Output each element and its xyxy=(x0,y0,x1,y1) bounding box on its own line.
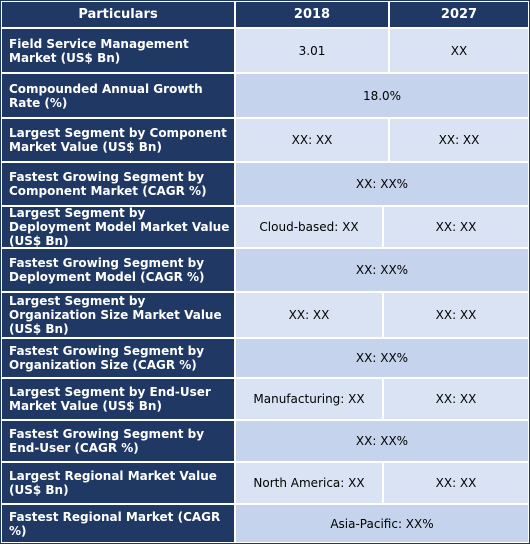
header-particulars: Particulars xyxy=(1,1,235,28)
cell-fastest-org-size-merged: XX: XX% xyxy=(235,338,529,378)
cell-fastest-end-user-merged: XX: XX% xyxy=(235,420,529,462)
cell-fastest-component-merged: XX: XX% xyxy=(235,162,529,206)
row-label-fastest-org-size: Fastest Growing Segment by Organization … xyxy=(1,338,235,378)
cell-largest-component-2018: XX: XX xyxy=(235,118,389,162)
row-label-cagr: Compounded Annual Growth Rate (%) xyxy=(1,73,235,118)
row-label-largest-deployment: Largest Segment by Deployment Model Mark… xyxy=(1,206,235,248)
header-year-2027: 2027 xyxy=(389,1,529,28)
cell-fastest-deployment-merged: XX: XX% xyxy=(235,248,529,292)
cell-largest-deployment-2027: XX: XX xyxy=(383,206,529,248)
cell-largest-region-2027: XX: XX xyxy=(383,462,529,504)
row-label-largest-region: Largest Regional Market Value (US$ Bn) xyxy=(1,462,235,504)
cell-largest-end-user-2018: Manufacturing: XX xyxy=(235,378,383,420)
row-label-fastest-region: Fastest Regional Market (CAGR %) xyxy=(1,504,235,543)
row-label-fastest-deployment: Fastest Growing Segment by Deployment Mo… xyxy=(1,248,235,292)
row-label-fastest-end-user: Fastest Growing Segment by End-User (CAG… xyxy=(1,420,235,462)
row-label-largest-end-user: Largest Segment by End-User Market Value… xyxy=(1,378,235,420)
row-label-largest-component: Largest Segment by Component Market Valu… xyxy=(1,118,235,162)
cell-largest-deployment-2018: Cloud-based: XX xyxy=(235,206,383,248)
cell-largest-end-user-2027: XX: XX xyxy=(383,378,529,420)
row-label-fastest-component: Fastest Growing Segment by Component Mar… xyxy=(1,162,235,206)
cell-largest-org-size-2027: XX: XX xyxy=(383,292,529,338)
cell-cagr-merged: 18.0% xyxy=(235,73,529,118)
cell-fastest-region-merged: Asia-Pacific: XX% xyxy=(235,504,529,543)
cell-largest-org-size-2018: XX: XX xyxy=(235,292,383,338)
cell-largest-component-2027: XX: XX xyxy=(389,118,529,162)
row-label-market-size: Field Service Management Market (US$ Bn) xyxy=(1,28,235,73)
header-year-2018: 2018 xyxy=(235,1,389,28)
cell-market-size-2027: XX xyxy=(389,28,529,73)
cell-market-size-2018: 3.01 xyxy=(235,28,389,73)
row-label-largest-org-size: Largest Segment by Organization Size Mar… xyxy=(1,292,235,338)
cell-largest-region-2018: North America: XX xyxy=(235,462,383,504)
